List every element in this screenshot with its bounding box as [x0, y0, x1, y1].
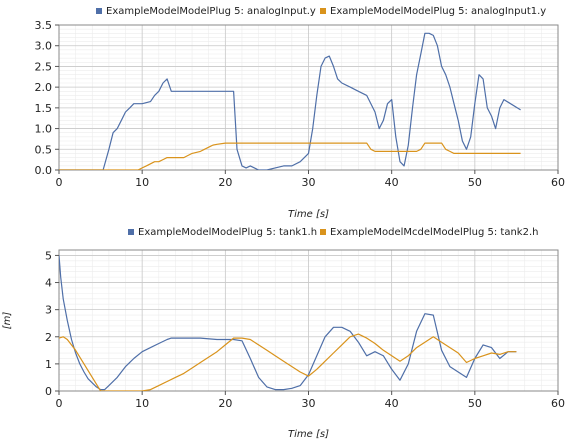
x-tick-label: 20 [218, 397, 232, 410]
legend-swatch [128, 229, 134, 235]
x-tick-label: 20 [218, 176, 232, 189]
legend-label: ExampleModelModelPlug 5: tank1.h [138, 227, 317, 238]
legend-label: ExampleModelModelPlug 5: analogInput1.y [330, 6, 546, 17]
y-tick-label: 3.0 [35, 40, 53, 53]
legend-swatch [320, 229, 326, 235]
y-tick-label: 0.0 [35, 164, 53, 177]
y-tick-label: 1.0 [35, 123, 53, 136]
legend-swatch [320, 8, 326, 14]
x-tick-label: 0 [56, 176, 63, 189]
series-line-1 [59, 255, 517, 391]
y-tick-label: 2.0 [35, 81, 53, 94]
x-axis-title: Time [s] [288, 209, 329, 220]
legend-label: ExampleModelMcdelModelPlug 5: tank2.h [330, 227, 538, 238]
y-tick-label: 3 [45, 304, 52, 317]
x-tick-label: 10 [135, 176, 149, 189]
series-line-2 [59, 333, 517, 391]
y-tick-label: 4 [45, 277, 52, 290]
x-tick-label: 50 [468, 397, 482, 410]
x-tick-label: 40 [385, 176, 399, 189]
y-tick-label: 1.5 [35, 102, 53, 115]
legend: ExampleModelModelPlug 5: tank1.h ExampleM… [128, 227, 538, 238]
legend-label: ExampleModelModelPlug 5: analogInput.y [106, 6, 316, 17]
y-tick-label: 5 [45, 249, 52, 262]
y-tick-label: 0 [45, 385, 52, 398]
y-axis-title: [m] [2, 312, 13, 330]
x-tick-label: 60 [551, 397, 565, 410]
y-tick-label: 1 [45, 358, 52, 371]
legend-swatch [96, 8, 102, 14]
y-tick-label: 2.5 [35, 60, 53, 73]
x-tick-label: 30 [302, 176, 316, 189]
y-tick-label: 2 [45, 331, 52, 344]
legend: ExampleModelModelPlug 5: analogInput.y Ex… [96, 6, 546, 17]
chart-2: 0 10 20 30 40 50 60 0 1 2 3 4 5 Time [s] [m] ExampleMod… [2, 227, 565, 440]
x-axis-title: Time [s] [288, 429, 329, 440]
x-tick-label: 60 [551, 176, 565, 189]
y-tick-label: 3.5 [35, 19, 53, 32]
series-line-2 [59, 142, 521, 170]
grid [58, 249, 559, 392]
x-tick-label: 10 [135, 397, 149, 410]
x-tick-label: 50 [468, 176, 482, 189]
grid [58, 24, 559, 171]
x-tick-label: 30 [302, 397, 316, 410]
x-tick-label: 40 [385, 397, 399, 410]
y-tick-label: 0.5 [35, 143, 53, 156]
series-line-1 [59, 32, 521, 170]
x-tick-label: 0 [56, 397, 63, 410]
chart-1: 0 10 20 30 40 50 60 0.0 0.5 1.0 1.5 2.0 2.5 3.0 3.5 Tim… [35, 6, 566, 220]
